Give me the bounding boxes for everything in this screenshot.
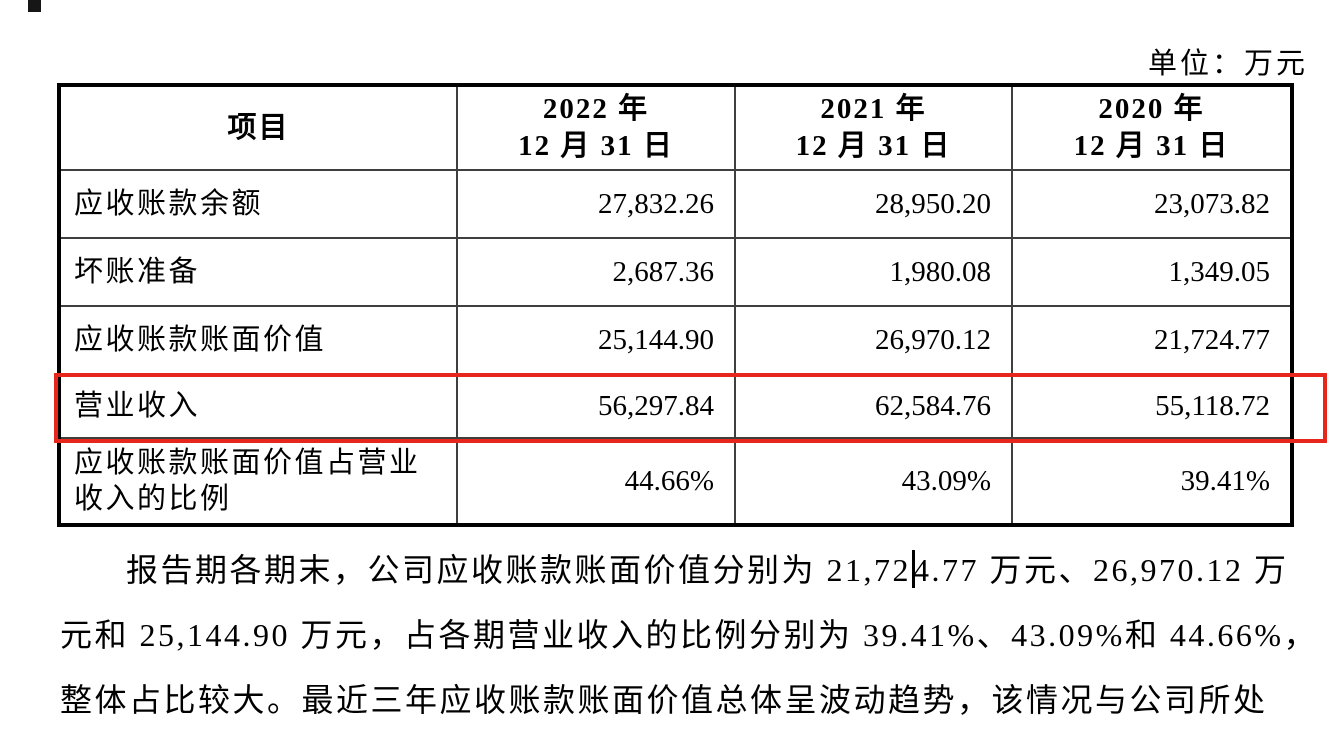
header-year-line: 2021 年: [820, 93, 927, 125]
body-paragraph[interactable]: 报告期各期末，公司应收账款账面价值分别为 21,724.77 万元、26,970…: [60, 538, 1316, 733]
cell-value-2020: 21,724.77: [1011, 305, 1293, 375]
paragraph-line-1: 报告期各期末，公司应收账款账面价值分别为 21,724.77 万元、26,970…: [60, 538, 1316, 603]
table-row-operating-revenue: 营业收入 56,297.84 62,584.76 55,118.72: [58, 373, 1293, 439]
cell-value-2021: 62,584.76: [734, 373, 1013, 439]
table-row-bad-debt-provision: 坏账准备 2,687.36 1,980.08 1,349.05: [58, 237, 1293, 307]
paragraph-line-3: 整体占比较大。最近三年应收账款账面价值总体呈波动趋势，该情况与公司所处: [60, 682, 1268, 718]
table-header-row: 项目 2022 年 12 月 31 日 2021 年 12 月 31 日 202…: [58, 84, 1293, 171]
row-label-text: 应收账款账面价值: [74, 324, 327, 356]
cell-value-2021: 28,950.20: [734, 169, 1013, 239]
row-label-text: 坏账准备: [74, 256, 201, 288]
cell-value-2022: 56,297.84: [456, 373, 736, 439]
cell-value-2021: 1,980.08: [734, 237, 1013, 307]
header-date-line: 12 月 31 日: [795, 130, 952, 162]
text-before-cursor: 报告期各期末，公司应收账款账面价值分别为 21,72: [126, 552, 912, 588]
text-after-cursor: 4.77 万元、26,970.12 万: [913, 552, 1289, 588]
cell-value-2021: 26,970.12: [734, 305, 1013, 375]
unit-label: 单位：万元: [1147, 48, 1308, 80]
table-row-receivable-book-value: 应收账款账面价值 25,144.90 26,970.12 21,724.77: [58, 305, 1293, 375]
cell-value-2022: 27,832.26: [456, 169, 736, 239]
row-label: 营业收入: [58, 373, 458, 439]
row-label: 应收账款账面价值: [58, 305, 458, 375]
table-row-receivable-balance: 应收账款余额 27,832.26 28,950.20 23,073.82: [58, 169, 1293, 239]
row-label-text: 应收账款余额: [74, 188, 264, 220]
cell-value-2022: 2,687.36: [456, 237, 736, 307]
cell-value-2022: 25,144.90: [456, 305, 736, 375]
header-date-line: 12 月 31 日: [518, 130, 674, 162]
cell-value-2020: 23,073.82: [1011, 169, 1293, 239]
header-year-line: 2022 年: [542, 93, 650, 125]
header-date-line: 12 月 31 日: [1073, 130, 1230, 162]
column-header-item: 项目: [58, 84, 458, 171]
table-row-ratio-to-revenue: 应收账款账面价值占营业收入的比例 44.66% 43.09% 39.41%: [58, 437, 1293, 526]
row-label: 坏账准备: [58, 237, 458, 307]
row-label: 应收账款余额: [58, 169, 458, 239]
row-label-text: 应收账款账面价值占营业收入的比例: [74, 447, 421, 515]
column-header-2020: 2020 年 12 月 31 日: [1011, 84, 1293, 171]
accounts-receivable-table: 项目 2022 年 12 月 31 日 2021 年 12 月 31 日 202…: [57, 83, 1294, 527]
header-year-line: 2020 年: [1098, 93, 1205, 125]
column-header-2022: 2022 年 12 月 31 日: [456, 84, 736, 171]
financial-table: 项目 2022 年 12 月 31 日 2021 年 12 月 31 日 202…: [54, 83, 1327, 527]
cell-value-2020: 1,349.05: [1011, 237, 1293, 307]
crop-artifact: [28, 0, 41, 12]
row-label: 应收账款账面价值占营业收入的比例: [58, 437, 458, 526]
cell-value-2022: 44.66%: [456, 437, 736, 526]
cell-value-2020: 39.41%: [1011, 437, 1293, 526]
column-header-2021: 2021 年 12 月 31 日: [734, 84, 1013, 171]
text-cursor: [912, 550, 916, 588]
row-label-text: 营业收入: [74, 390, 201, 422]
cell-value-2020: 55,118.72: [1011, 373, 1293, 439]
cell-value-2021: 43.09%: [734, 437, 1013, 526]
paragraph-line-2: 元和 25,144.90 万元，占各期营业收入的比例分别为 39.41%、43.…: [60, 617, 1318, 653]
